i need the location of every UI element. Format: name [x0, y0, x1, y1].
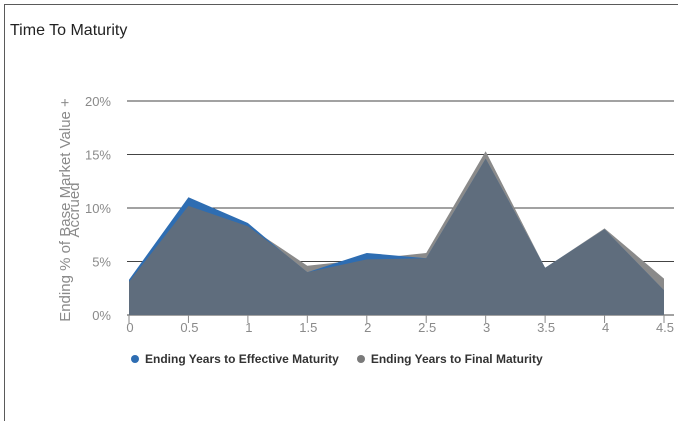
x-tick-label: 4	[602, 320, 609, 335]
legend-marker-effective	[131, 355, 139, 363]
y-tick-label: 10%	[85, 201, 111, 216]
area-overlap	[129, 158, 664, 315]
legend-item-effective[interactable]: Ending Years to Effective Maturity	[131, 352, 339, 366]
y-axis-label-line-1: Ending % of Base Market Value +	[57, 98, 74, 322]
legend-label-effective: Ending Years to Effective Maturity	[145, 352, 339, 366]
y-tick-label: 20%	[85, 94, 111, 109]
x-tick-label: 1.5	[299, 320, 317, 335]
x-tick-label: 2.5	[418, 320, 436, 335]
series-layer	[129, 151, 664, 315]
legend-label-final: Ending Years to Final Maturity	[370, 352, 543, 366]
x-tick-label: 3	[483, 320, 490, 335]
x-tick-label: 0.5	[180, 320, 198, 335]
y-tick-labels: 0% 5% 10% 15% 20%	[85, 94, 111, 323]
panel-title: Time To Maturity	[10, 22, 128, 39]
x-tick-label: 4.5	[656, 320, 674, 335]
x-tick-labels: 0 0.5 1 1.5 2 2.5 3 3.5 4 4.5	[126, 315, 674, 335]
y-tick-label: 5%	[92, 255, 111, 270]
y-axis-label: Ending % of Base Market Value + Accrued	[57, 98, 83, 322]
legend: Ending Years to Effective Maturity Endin…	[131, 352, 543, 366]
legend-marker-final	[356, 355, 365, 363]
chart-panel: Time To Maturity	[4, 4, 678, 421]
x-tick-label: 1	[245, 320, 252, 335]
x-tick-label: 0	[126, 320, 133, 335]
y-tick-label: 15%	[85, 148, 111, 163]
legend-item-final[interactable]: Ending Years to Final Maturity	[356, 352, 543, 366]
y-tick-label: 0%	[92, 308, 111, 323]
x-tick-label: 3.5	[537, 320, 555, 335]
y-axis-label-line-2: Accrued	[66, 182, 83, 237]
x-tick-label: 2	[364, 320, 371, 335]
